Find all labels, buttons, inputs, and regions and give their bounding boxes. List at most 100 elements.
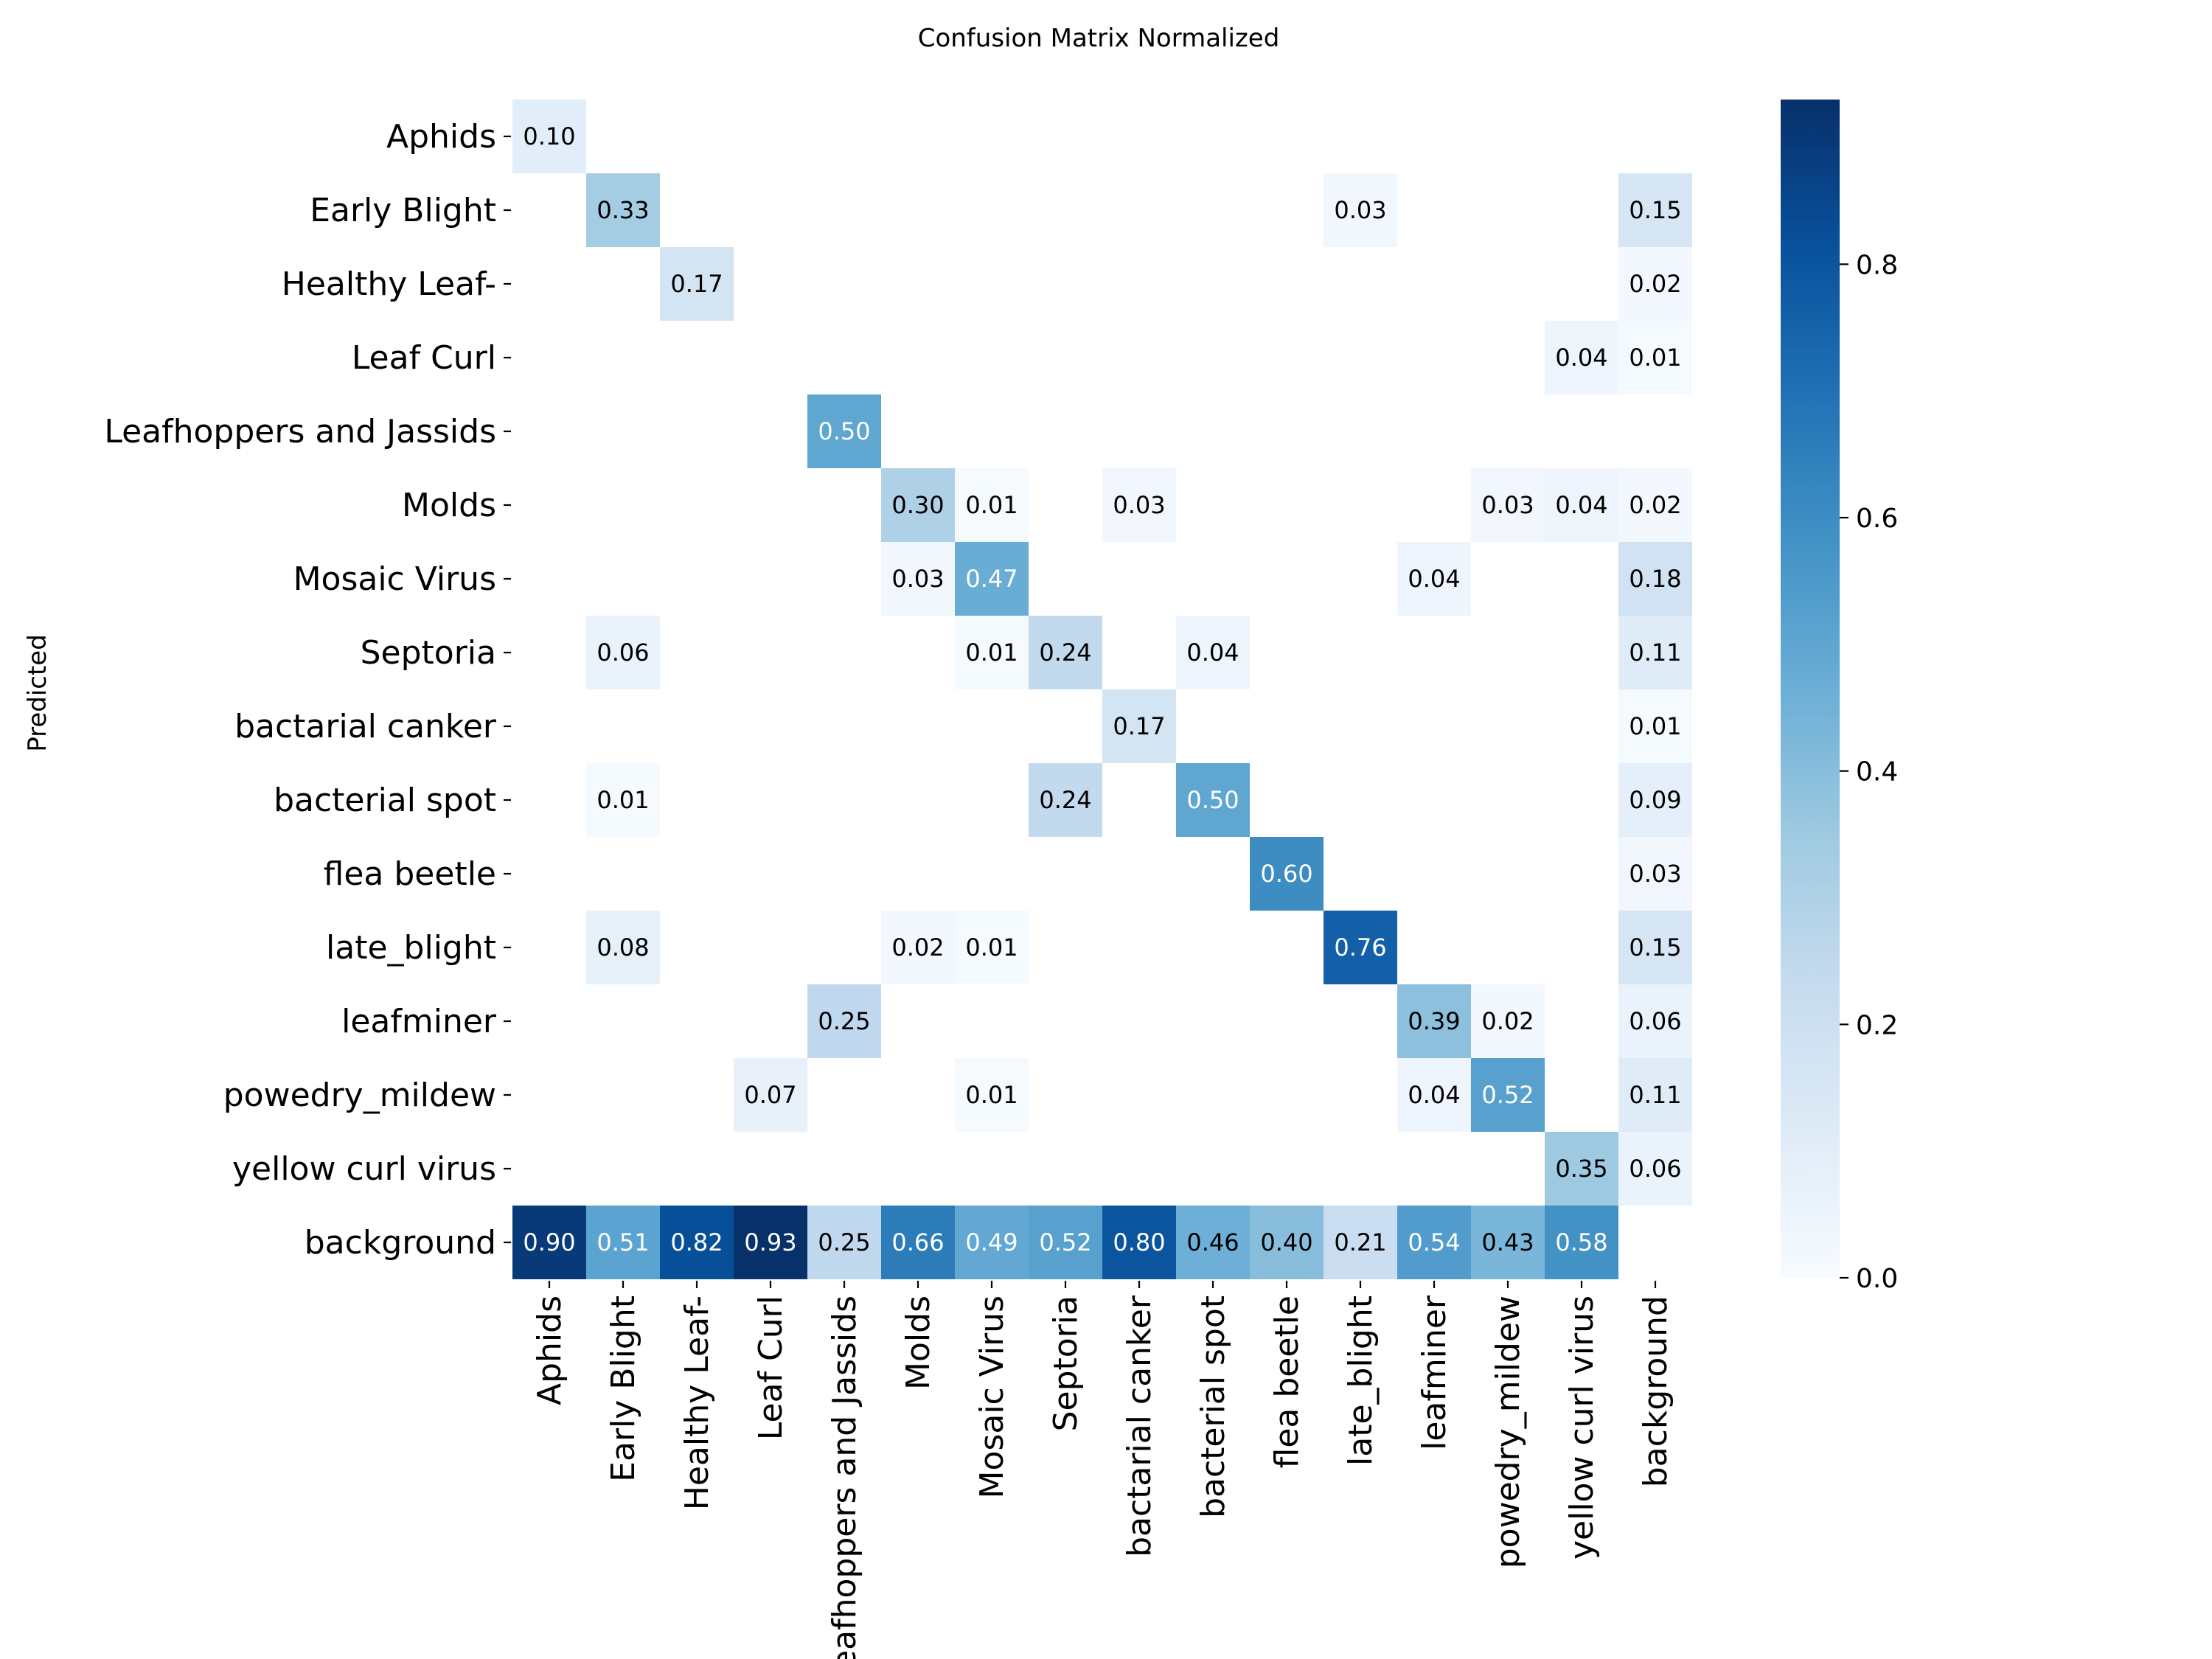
x-tick-label: Mosaic Virus: [973, 1295, 1011, 1498]
y-tick-label: Leaf Curl: [352, 339, 496, 377]
y-tick-label: Molds: [402, 487, 496, 524]
heatmap-cell: [1102, 1206, 1176, 1279]
y-tick-label: bacterial spot: [274, 782, 496, 819]
y-tick-label: Septoria: [361, 634, 496, 672]
cell-value-label: 0.03: [1113, 491, 1165, 519]
cell-value-label: 0.04: [1555, 491, 1607, 519]
heatmap-cell: [1471, 1206, 1545, 1279]
heatmap-cell: [881, 1206, 955, 1279]
heatmap-cell: [734, 1206, 807, 1279]
x-tick-label: Leaf Curl: [752, 1295, 790, 1440]
cell-value-label: 0.24: [1039, 786, 1091, 814]
colorbar: [1781, 100, 1840, 1278]
y-tick-label: late_blight: [326, 929, 496, 967]
heatmap-cell: [1618, 763, 1692, 837]
heatmap-cell: [512, 100, 586, 173]
heatmap-cell: [1618, 837, 1692, 911]
y-tick-label: bactarial canker: [234, 708, 497, 745]
cell-value-label: 0.90: [523, 1228, 575, 1256]
heatmap-cell: [1618, 1132, 1692, 1206]
cell-value-label: 0.02: [1629, 270, 1681, 298]
heatmap-cell: [1176, 616, 1250, 689]
x-tick-label: powedry_mildew: [1489, 1295, 1527, 1568]
cell-value-label: 0.21: [1334, 1228, 1386, 1256]
heatmap-cell: [512, 1206, 586, 1279]
cell-value-label: 0.01: [965, 933, 1018, 961]
cell-value-label: 0.35: [1555, 1155, 1607, 1183]
heatmap-cell: [955, 616, 1029, 689]
heatmap-cell: [1545, 1206, 1618, 1279]
heatmap-cell: [1397, 1206, 1471, 1279]
x-tick-label: yellow curl virus: [1563, 1295, 1601, 1559]
heatmap-cell-labels: 0.10 0.33 0.03 0.15 0.17 0.02 0.04 0.01 0.50 0.30…: [523, 122, 1681, 1256]
y-tick-label: Healthy Leaf-: [282, 265, 496, 303]
cell-value-label: 0.01: [965, 1081, 1018, 1109]
cell-value-label: 0.07: [744, 1081, 796, 1109]
x-tick-label: Septoria: [1047, 1295, 1085, 1431]
cell-value-label: 0.03: [1481, 491, 1534, 519]
cell-value-label: 0.33: [597, 196, 649, 224]
cell-value-label: 0.11: [1629, 639, 1681, 667]
heatmap-cell: [1397, 542, 1471, 616]
x-tick-label: bactarial canker: [1121, 1295, 1158, 1557]
cell-value-label: 0.02: [1629, 491, 1681, 519]
cell-value-label: 0.54: [1408, 1228, 1460, 1256]
y-tick-labels: Aphids Early Blight Healthy Leaf- Leaf Curl…: [104, 118, 511, 1262]
heatmap-cell: [1397, 984, 1471, 1058]
cell-value-label: 0.51: [597, 1228, 649, 1256]
heatmap-cell: [1471, 984, 1545, 1058]
cell-value-label: 0.60: [1260, 860, 1312, 888]
x-tick-label: late_blight: [1342, 1295, 1380, 1466]
heatmap-cell: [1250, 1206, 1324, 1279]
heatmap-cell: [881, 468, 955, 542]
x-tick-label: bacterial spot: [1194, 1295, 1232, 1518]
heatmap-cell: [1618, 911, 1692, 984]
heatmap-cell: [955, 542, 1029, 616]
heatmap-cell: [881, 542, 955, 616]
heatmap-cell: [586, 1206, 660, 1279]
heatmap-cell: [1471, 468, 1545, 542]
cell-value-label: 0.52: [1039, 1228, 1091, 1256]
y-tick-label: Leafhoppers and Jassids: [104, 413, 496, 451]
y-tick-label: Aphids: [386, 118, 496, 156]
y-axis-title: Predicted: [23, 634, 52, 752]
heatmap-cell: [660, 247, 734, 321]
cell-value-label: 0.17: [1113, 712, 1165, 740]
heatmap-cell: [955, 1058, 1029, 1132]
heatmap-cell: [1545, 1132, 1618, 1206]
cell-value-label: 0.01: [965, 639, 1018, 667]
colorbar-tick-label: 0.0: [1856, 1264, 1898, 1294]
cell-value-label: 0.15: [1629, 196, 1681, 224]
cell-value-label: 0.93: [744, 1228, 796, 1256]
heatmap-cell: [1029, 763, 1102, 837]
x-tick-label: leafminer: [1416, 1295, 1453, 1450]
y-tick-label: Mosaic Virus: [293, 560, 496, 598]
cell-value-label: 0.15: [1629, 933, 1681, 961]
heatmap-cell: [955, 1206, 1029, 1279]
cell-value-label: 0.58: [1555, 1228, 1607, 1256]
heatmap-cell: [660, 1206, 734, 1279]
heatmap-cell: [1176, 1206, 1250, 1279]
heatmap-cell: [586, 911, 660, 984]
cell-value-label: 0.04: [1186, 639, 1239, 667]
x-tick-label: Molds: [900, 1295, 937, 1390]
heatmap-cells: [512, 100, 1692, 1279]
cell-value-label: 0.17: [670, 270, 723, 298]
cell-value-label: 0.76: [1334, 933, 1386, 961]
heatmap-cell: [586, 616, 660, 689]
y-tick-label: yellow curl virus: [232, 1150, 496, 1188]
heatmap-cell: [881, 911, 955, 984]
x-tick-label: Early Blight: [605, 1295, 642, 1482]
cell-value-label: 0.01: [597, 786, 649, 814]
cell-value-label: 0.08: [597, 933, 649, 961]
cell-value-label: 0.18: [1629, 565, 1681, 593]
cell-value-label: 0.03: [891, 565, 944, 593]
cell-value-label: 0.02: [1481, 1007, 1534, 1035]
cell-value-label: 0.39: [1408, 1007, 1460, 1035]
colorbar-tick-label: 0.2: [1856, 1010, 1898, 1040]
cell-value-label: 0.03: [1629, 860, 1681, 888]
heatmap-cell: [1176, 763, 1250, 837]
cell-value-label: 0.24: [1039, 639, 1091, 667]
cell-value-label: 0.80: [1113, 1228, 1165, 1256]
